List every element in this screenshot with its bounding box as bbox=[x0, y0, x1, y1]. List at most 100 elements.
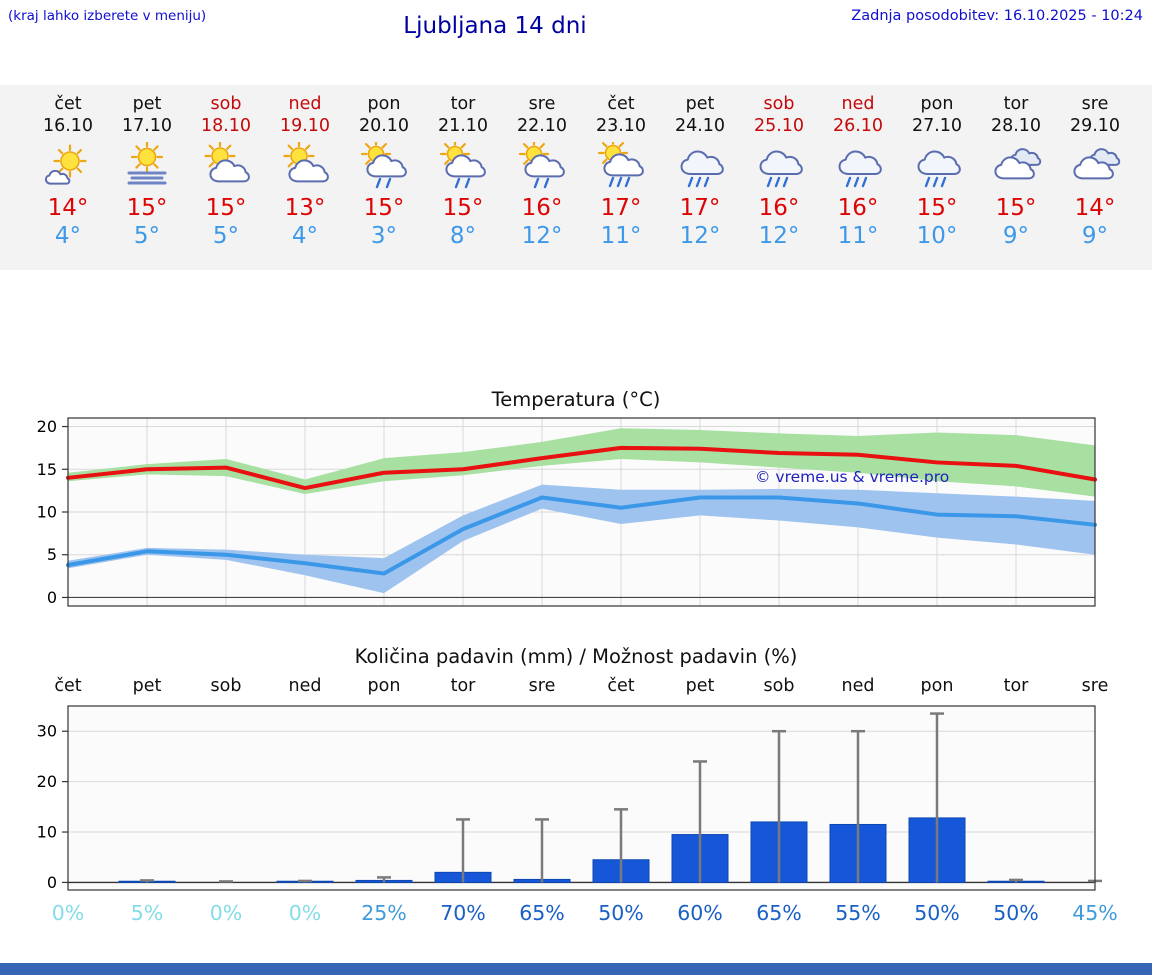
forecast-day: pon 27.10 15° 10° bbox=[895, 93, 979, 249]
high-temp: 14° bbox=[1074, 195, 1116, 222]
high-temp: 15° bbox=[916, 195, 958, 222]
day-name: ned bbox=[288, 94, 322, 114]
day-date: 19.10 bbox=[279, 116, 331, 137]
high-temp: 15° bbox=[442, 195, 484, 222]
last-updated: Zadnja posodobitev: 16.10.2025 - 10:24 bbox=[851, 8, 1143, 24]
low-temp: 8° bbox=[449, 223, 477, 250]
forecast-day: sre 29.10 14° 9° bbox=[1053, 93, 1137, 249]
precip-day-label: sob bbox=[210, 676, 242, 696]
forecast-day: tor 28.10 15° 9° bbox=[974, 93, 1058, 249]
day-date: 17.10 bbox=[121, 116, 173, 137]
day-date: 25.10 bbox=[753, 116, 805, 137]
high-temp: 15° bbox=[126, 195, 168, 222]
high-temp: 17° bbox=[600, 195, 642, 222]
precip-day-label: ned bbox=[288, 676, 322, 696]
precip-probability: 0% bbox=[288, 901, 322, 925]
svg-text:10: 10 bbox=[37, 503, 57, 522]
day-name: tor bbox=[450, 94, 476, 114]
forecast-day: pet 24.10 17° 12° bbox=[658, 93, 742, 249]
svg-text:20: 20 bbox=[37, 417, 57, 436]
forecast-day: pet 17.10 15° 5° bbox=[105, 93, 189, 249]
day-name: pet bbox=[132, 94, 162, 114]
precip-probability: 60% bbox=[677, 901, 723, 925]
sun-showers-icon bbox=[342, 140, 426, 192]
day-date: 22.10 bbox=[516, 116, 568, 137]
svg-text:5: 5 bbox=[47, 545, 57, 564]
low-temp: 12° bbox=[758, 223, 800, 250]
day-name: sre bbox=[528, 94, 556, 114]
precip-day-label: sre bbox=[1081, 676, 1109, 696]
precip-probability: 50% bbox=[598, 901, 644, 925]
forecast-strip: čet 16.10 14° 4° pet 17.10 15° 5° sob 18.10 15° 5° n… bbox=[0, 85, 1152, 270]
precip-probability: 65% bbox=[519, 901, 565, 925]
watermark: © vreme.us & vreme.pro bbox=[755, 468, 949, 486]
low-temp: 10° bbox=[916, 223, 958, 250]
precip-probability: 50% bbox=[914, 901, 960, 925]
fog-sun-icon bbox=[105, 140, 189, 192]
precip-day-label: pon bbox=[920, 676, 954, 696]
precip-probability: 45% bbox=[1072, 901, 1118, 925]
partly-cloudy-icon bbox=[263, 140, 347, 192]
day-date: 24.10 bbox=[674, 116, 726, 137]
precip-day-label: tor bbox=[450, 676, 476, 696]
precip-day-label: sob bbox=[763, 676, 795, 696]
partly-cloudy-icon bbox=[184, 140, 268, 192]
rain-icon bbox=[816, 140, 900, 192]
day-date: 16.10 bbox=[42, 116, 94, 137]
precip-day-label: pet bbox=[132, 676, 162, 696]
precip-day-labels: čet pet sob ned pon tor sre čet pet sob ned pon tor s… bbox=[0, 676, 1152, 698]
high-temp: 13° bbox=[284, 195, 326, 222]
cloudy-icon bbox=[1053, 140, 1137, 192]
day-name: sob bbox=[210, 94, 242, 114]
forecast-day: sre 22.10 16° 12° bbox=[500, 93, 584, 249]
day-date: 28.10 bbox=[990, 116, 1042, 137]
day-date: 26.10 bbox=[832, 116, 884, 137]
rain-icon bbox=[658, 140, 742, 192]
day-date: 20.10 bbox=[358, 116, 410, 137]
precip-probability: 70% bbox=[440, 901, 486, 925]
day-date: 21.10 bbox=[437, 116, 489, 137]
day-name: sob bbox=[763, 94, 795, 114]
rain-icon bbox=[895, 140, 979, 192]
low-temp: 5° bbox=[212, 223, 240, 250]
svg-text:30: 30 bbox=[37, 722, 57, 741]
low-temp: 4° bbox=[54, 223, 82, 250]
forecast-day: čet 23.10 17° 11° bbox=[579, 93, 663, 249]
location-menu-note: (kraj lahko izberete v meniju) bbox=[8, 8, 207, 24]
forecast-day: pon 20.10 15° 3° bbox=[342, 93, 426, 249]
precip-probability: 5% bbox=[130, 901, 164, 925]
svg-text:0: 0 bbox=[47, 873, 57, 892]
precip-day-label: sre bbox=[528, 676, 556, 696]
low-temp: 11° bbox=[837, 223, 879, 250]
high-temp: 15° bbox=[205, 195, 247, 222]
precip-day-label: čet bbox=[54, 676, 82, 696]
forecast-day: tor 21.10 15° 8° bbox=[421, 93, 505, 249]
high-temp: 16° bbox=[758, 195, 800, 222]
day-date: 18.10 bbox=[200, 116, 252, 137]
precip-probability: 50% bbox=[993, 901, 1039, 925]
day-name: čet bbox=[54, 94, 82, 114]
precipitation-chart-title: Količina padavin (mm) / Možnost padavin … bbox=[354, 645, 798, 668]
low-temp: 9° bbox=[1002, 223, 1030, 250]
sun-showers-icon bbox=[500, 140, 584, 192]
forecast-day: ned 26.10 16° 11° bbox=[816, 93, 900, 249]
low-temp: 3° bbox=[370, 223, 398, 250]
svg-text:15: 15 bbox=[37, 460, 57, 479]
precip-day-label: čet bbox=[607, 676, 635, 696]
svg-text:20: 20 bbox=[37, 772, 57, 791]
day-date: 23.10 bbox=[595, 116, 647, 137]
precip-day-label: ned bbox=[841, 676, 875, 696]
low-temp: 9° bbox=[1081, 223, 1109, 250]
svg-text:0: 0 bbox=[47, 588, 57, 607]
precip-probability-row: 0% 5% 0% 0% 25% 70% 65% 50% 60% 65% 55% 50% 50% 45% bbox=[0, 901, 1152, 927]
precipitation-chart: 0 10 20 30 bbox=[37, 705, 1102, 892]
forecast-day: sob 25.10 16° 12° bbox=[737, 93, 821, 249]
forecast-day: sob 18.10 15° 5° bbox=[184, 93, 268, 249]
svg-text:10: 10 bbox=[37, 823, 57, 842]
high-temp: 15° bbox=[995, 195, 1037, 222]
high-temp: 16° bbox=[837, 195, 879, 222]
day-name: sre bbox=[1081, 94, 1109, 114]
footer-bar bbox=[0, 963, 1152, 975]
precip-probability: 0% bbox=[209, 901, 243, 925]
